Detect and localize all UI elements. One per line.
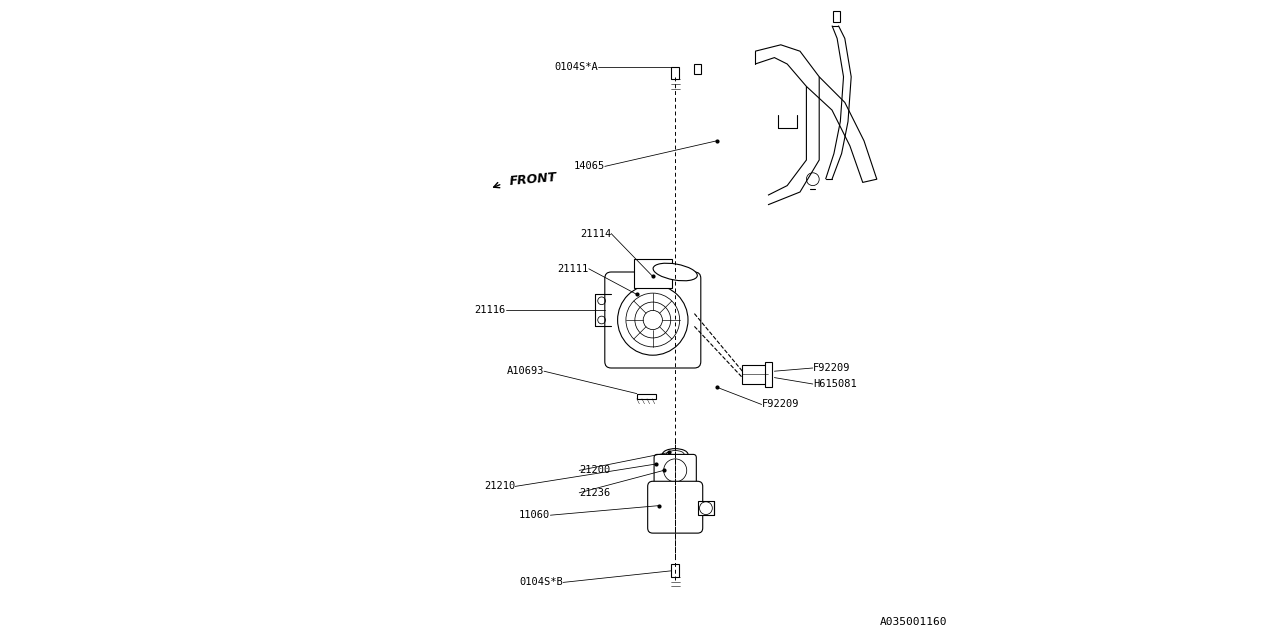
Text: 21114: 21114 (580, 228, 612, 239)
Bar (672, 564, 678, 577)
Text: F92209: F92209 (813, 363, 850, 373)
Text: H615081: H615081 (813, 379, 856, 389)
Text: 0104S*A: 0104S*A (554, 62, 599, 72)
Ellipse shape (653, 263, 698, 281)
Bar (698, 501, 714, 515)
Text: 21111: 21111 (558, 264, 589, 274)
Bar (694, 64, 701, 74)
Circle shape (617, 285, 689, 355)
FancyBboxPatch shape (634, 259, 672, 288)
Text: 11060: 11060 (520, 510, 550, 520)
FancyBboxPatch shape (648, 481, 703, 533)
Bar (637, 394, 657, 399)
Text: FRONT: FRONT (508, 171, 558, 188)
FancyBboxPatch shape (604, 272, 701, 368)
Bar (765, 362, 773, 387)
Text: 21200: 21200 (580, 465, 611, 476)
Bar (742, 365, 768, 384)
Text: 21210: 21210 (484, 481, 516, 492)
Bar (672, 67, 678, 79)
Text: 0104S*B: 0104S*B (520, 577, 563, 588)
Text: 21116: 21116 (475, 305, 506, 316)
FancyBboxPatch shape (654, 454, 696, 490)
Ellipse shape (663, 449, 689, 460)
Bar (833, 11, 840, 22)
Text: F92209: F92209 (762, 399, 799, 410)
Text: 21236: 21236 (580, 488, 611, 498)
Text: A10693: A10693 (507, 366, 544, 376)
Text: 14065: 14065 (573, 161, 604, 172)
Text: A035001160: A035001160 (879, 617, 947, 627)
